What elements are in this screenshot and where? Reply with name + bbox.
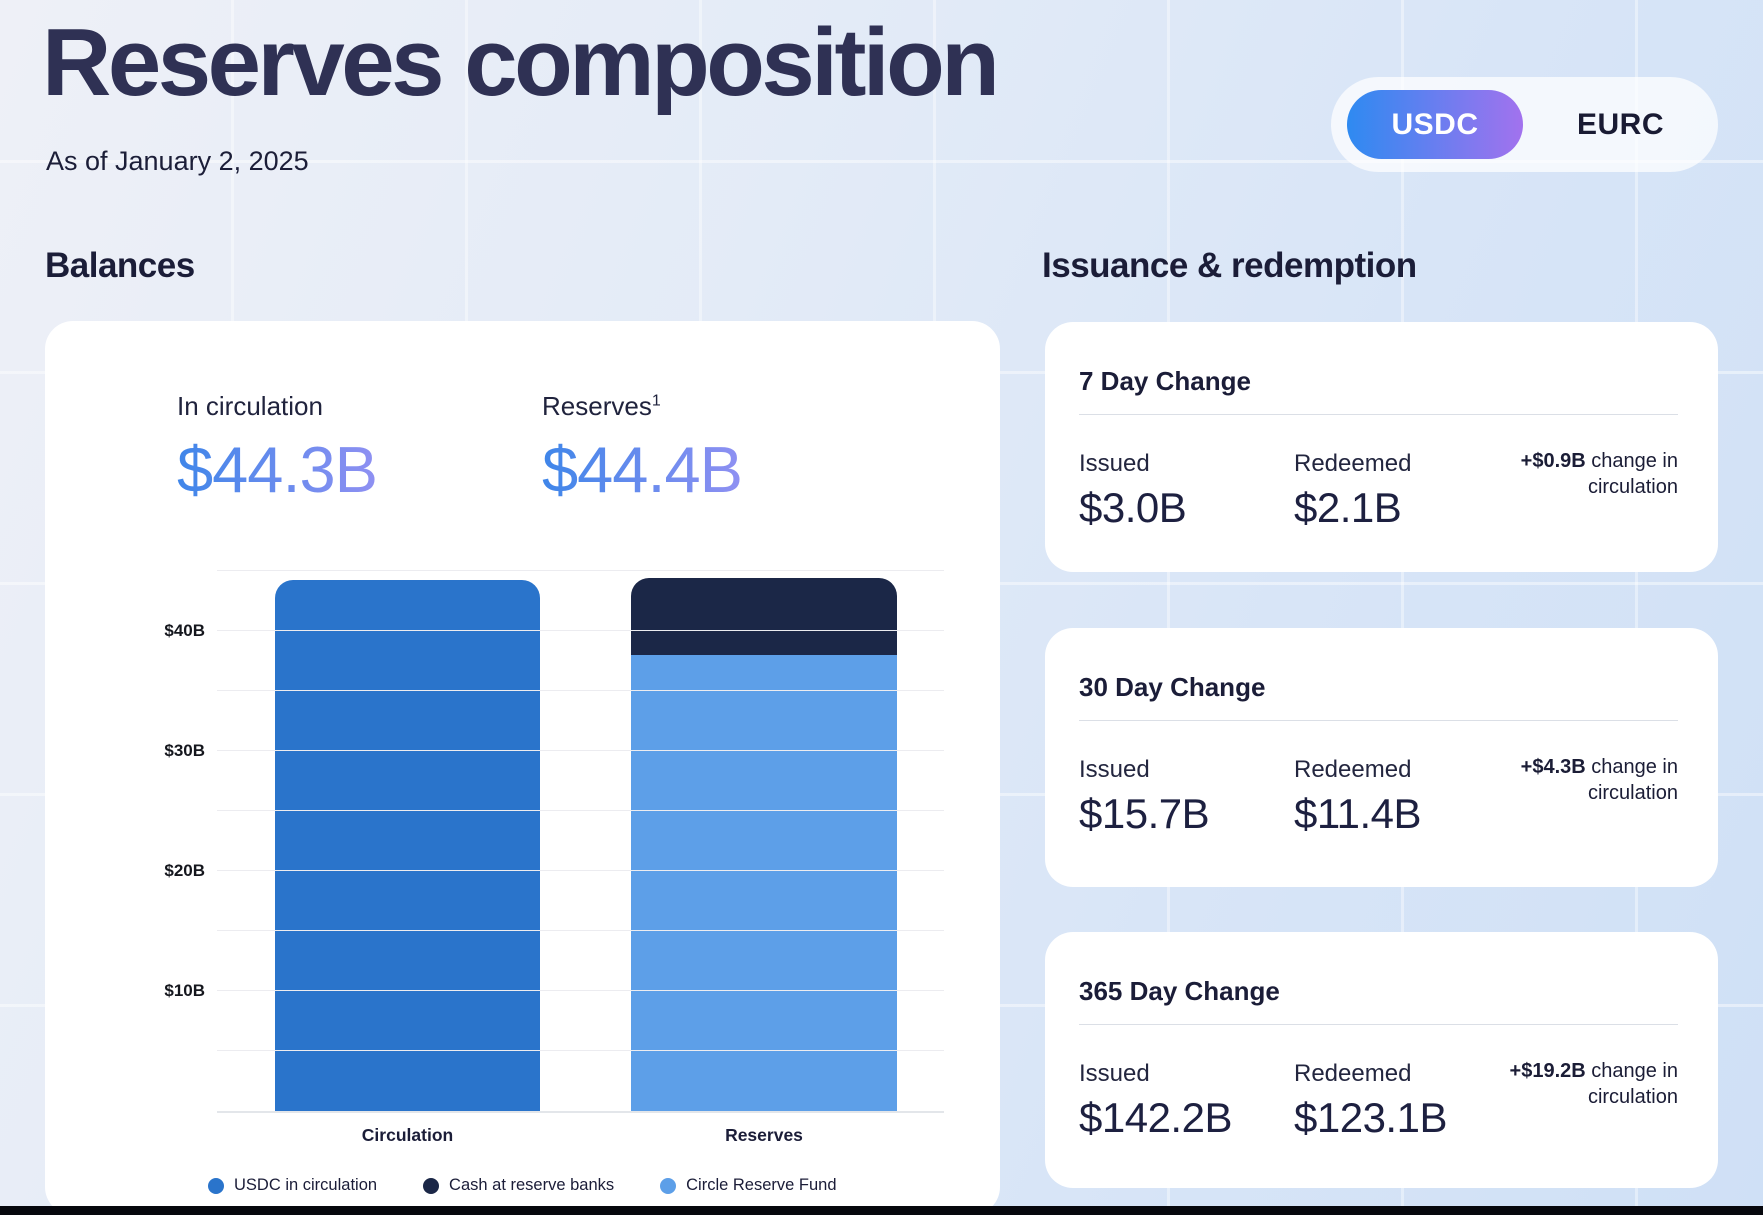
issued-label: Issued bbox=[1079, 1060, 1150, 1087]
redeemed-value: $11.4B bbox=[1294, 790, 1422, 837]
as-of-date: As of January 2, 2025 bbox=[46, 146, 309, 176]
divider bbox=[1079, 1024, 1678, 1025]
redeemed-label: Redeemed bbox=[1294, 1060, 1412, 1087]
change-amount: +$4.3B bbox=[1520, 756, 1586, 778]
change-card-30-day: 30 Day Change Issued $15.7B Redeemed $11… bbox=[1045, 628, 1718, 887]
balances-heading: Balances bbox=[45, 246, 195, 285]
toggle-option-usdc[interactable]: USDC bbox=[1347, 90, 1523, 159]
redeemed-label: Redeemed bbox=[1294, 450, 1412, 477]
bar-reserves[interactable] bbox=[631, 578, 897, 1111]
y-gridline bbox=[217, 570, 944, 572]
change-amount: +$19.2B bbox=[1509, 1060, 1586, 1082]
legend-label: USDC in circulation bbox=[234, 1176, 378, 1194]
page-title: Reserves composition bbox=[42, 9, 1000, 116]
change-amount: +$0.9B bbox=[1520, 450, 1586, 472]
y-gridline bbox=[217, 1050, 944, 1052]
change-summary: +$4.3B change in circulation bbox=[1478, 754, 1678, 806]
legend-item: Circle Reserve Fund bbox=[660, 1176, 837, 1195]
y-axis-tick: $30B bbox=[164, 741, 205, 761]
change-text: change in circulation bbox=[1585, 450, 1678, 498]
change-text: change in circulation bbox=[1585, 756, 1678, 804]
bar-segment-cash-at-reserve-banks[interactable] bbox=[631, 578, 897, 656]
redeemed-label: Redeemed bbox=[1294, 756, 1412, 783]
change-card-365-day: 365 Day Change Issued $142.2B Redeemed $… bbox=[1045, 932, 1718, 1188]
card-title: 30 Day Change bbox=[1079, 672, 1266, 702]
toggle-option-eurc[interactable]: EURC bbox=[1576, 107, 1664, 141]
issued-stat: Issued $3.0B bbox=[1079, 450, 1187, 532]
legend-item: USDC in circulation bbox=[208, 1176, 377, 1195]
change-summary: +$19.2B change in circulation bbox=[1478, 1058, 1678, 1110]
issuance-heading: Issuance & redemption bbox=[1042, 246, 1417, 285]
y-gridline bbox=[217, 870, 944, 872]
bar-segment-circle-reserve-fund[interactable] bbox=[631, 655, 897, 1111]
legend-label: Cash at reserve banks bbox=[449, 1176, 615, 1194]
footnote-marker: 1 bbox=[651, 392, 661, 410]
redeemed-value: $2.1B bbox=[1294, 484, 1402, 531]
y-gridline bbox=[217, 990, 944, 992]
legend-label: Circle Reserve Fund bbox=[686, 1176, 837, 1194]
y-axis-tick: $40B bbox=[164, 621, 205, 641]
y-gridline bbox=[217, 750, 944, 752]
card-title: 365 Day Change bbox=[1079, 976, 1280, 1006]
change-text: change in circulation bbox=[1585, 1060, 1678, 1108]
balances-card: In circulation $44.3B Reserves1 $44.4B C… bbox=[45, 321, 1000, 1215]
issued-value: $142.2B bbox=[1079, 1094, 1232, 1141]
x-axis-label-circulation: Circulation bbox=[361, 1125, 454, 1145]
y-gridline bbox=[217, 930, 944, 932]
stat-value: $44.4B bbox=[542, 433, 743, 506]
y-gridline bbox=[217, 690, 944, 692]
stat-label: Reserves1 bbox=[542, 391, 661, 421]
currency-toggle[interactable]: USDC EURC bbox=[1331, 77, 1718, 172]
card-title: 7 Day Change bbox=[1079, 366, 1251, 396]
y-gridline bbox=[217, 810, 944, 812]
legend-dot-circle-reserve-fund bbox=[660, 1177, 677, 1194]
issued-stat: Issued $142.2B bbox=[1079, 1060, 1232, 1142]
y-gridline bbox=[217, 630, 944, 632]
issued-value: $15.7B bbox=[1079, 790, 1210, 837]
issued-stat: Issued $15.7B bbox=[1079, 756, 1210, 838]
y-axis-tick: $10B bbox=[164, 981, 205, 1001]
divider bbox=[1079, 720, 1678, 721]
issued-label: Issued bbox=[1079, 450, 1150, 477]
bar-segment-usdc-in-circulation[interactable] bbox=[275, 579, 540, 1111]
stat-in-circulation: In circulation $44.3B bbox=[177, 391, 378, 507]
x-axis-label-reserves: Reserves bbox=[725, 1125, 803, 1145]
redeemed-stat: Redeemed $123.1B bbox=[1294, 1060, 1447, 1142]
stat-value: $44.3B bbox=[177, 433, 378, 506]
issued-label: Issued bbox=[1079, 756, 1150, 783]
redeemed-value: $123.1B bbox=[1294, 1094, 1447, 1141]
bar-circulation[interactable] bbox=[275, 579, 540, 1111]
stat-label: In circulation bbox=[177, 391, 323, 421]
legend-dot-usdc-in-circulation bbox=[208, 1177, 224, 1194]
legend-item: Cash at reserve banks bbox=[423, 1176, 614, 1195]
y-axis-tick: $20B bbox=[164, 861, 205, 881]
change-card-7-day: 7 Day Change Issued $3.0B Redeemed $2.1B… bbox=[1045, 322, 1718, 572]
footer-strip bbox=[0, 1206, 1763, 1215]
legend-dot-cash-at-reserve-banks bbox=[423, 1177, 440, 1194]
divider bbox=[1079, 414, 1678, 415]
chart-plot: Circulation Reserves $10B $20B $30B $40B bbox=[164, 540, 944, 1145]
stat-reserves: Reserves1 $44.4B bbox=[542, 391, 743, 507]
redeemed-stat: Redeemed $11.4B bbox=[1294, 756, 1422, 838]
change-summary: +$0.9B change in circulation bbox=[1478, 448, 1678, 500]
issued-value: $3.0B bbox=[1079, 484, 1187, 531]
redeemed-stat: Redeemed $2.1B bbox=[1294, 450, 1411, 532]
chart-legend: USDC in circulation Cash at reserve bank… bbox=[208, 1176, 837, 1195]
